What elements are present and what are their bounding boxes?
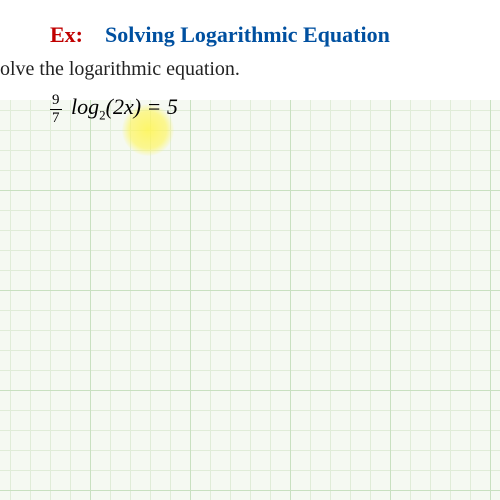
fraction-numerator: 9 — [50, 92, 62, 110]
instruction-text: olve the logarithmic equation. — [0, 58, 240, 81]
log-function-label: log — [71, 94, 99, 119]
example-label: Ex: — [50, 22, 83, 47]
header-white-strip — [0, 0, 500, 100]
logarithmic-equation: 9 7 log2(2x) = 5 — [50, 92, 178, 126]
equals-sign: = — [141, 94, 167, 119]
rhs-value: 5 — [167, 94, 178, 119]
title-line: Ex: Solving Logarithmic Equation — [50, 22, 390, 48]
log-argument: (2x) — [106, 94, 141, 119]
fraction-denominator: 7 — [50, 110, 62, 127]
fraction-coefficient: 9 7 — [50, 92, 62, 126]
page-title: Solving Logarithmic Equation — [105, 22, 390, 47]
